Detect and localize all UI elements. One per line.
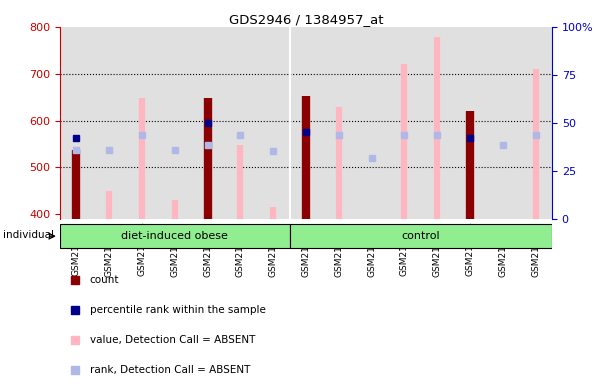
Text: rank, Detection Call = ABSENT: rank, Detection Call = ABSENT: [90, 365, 250, 375]
Bar: [290, 224, 552, 248]
Text: percentile rank within the sample: percentile rank within the sample: [90, 305, 266, 314]
Text: control: control: [401, 231, 440, 241]
Text: value, Detection Call = ABSENT: value, Detection Call = ABSENT: [90, 334, 255, 344]
Text: diet-induced obese: diet-induced obese: [121, 231, 228, 241]
Title: GDS2946 / 1384957_at: GDS2946 / 1384957_at: [229, 13, 383, 26]
Bar: [60, 224, 290, 248]
Text: count: count: [90, 275, 119, 285]
Text: individual: individual: [3, 230, 54, 240]
